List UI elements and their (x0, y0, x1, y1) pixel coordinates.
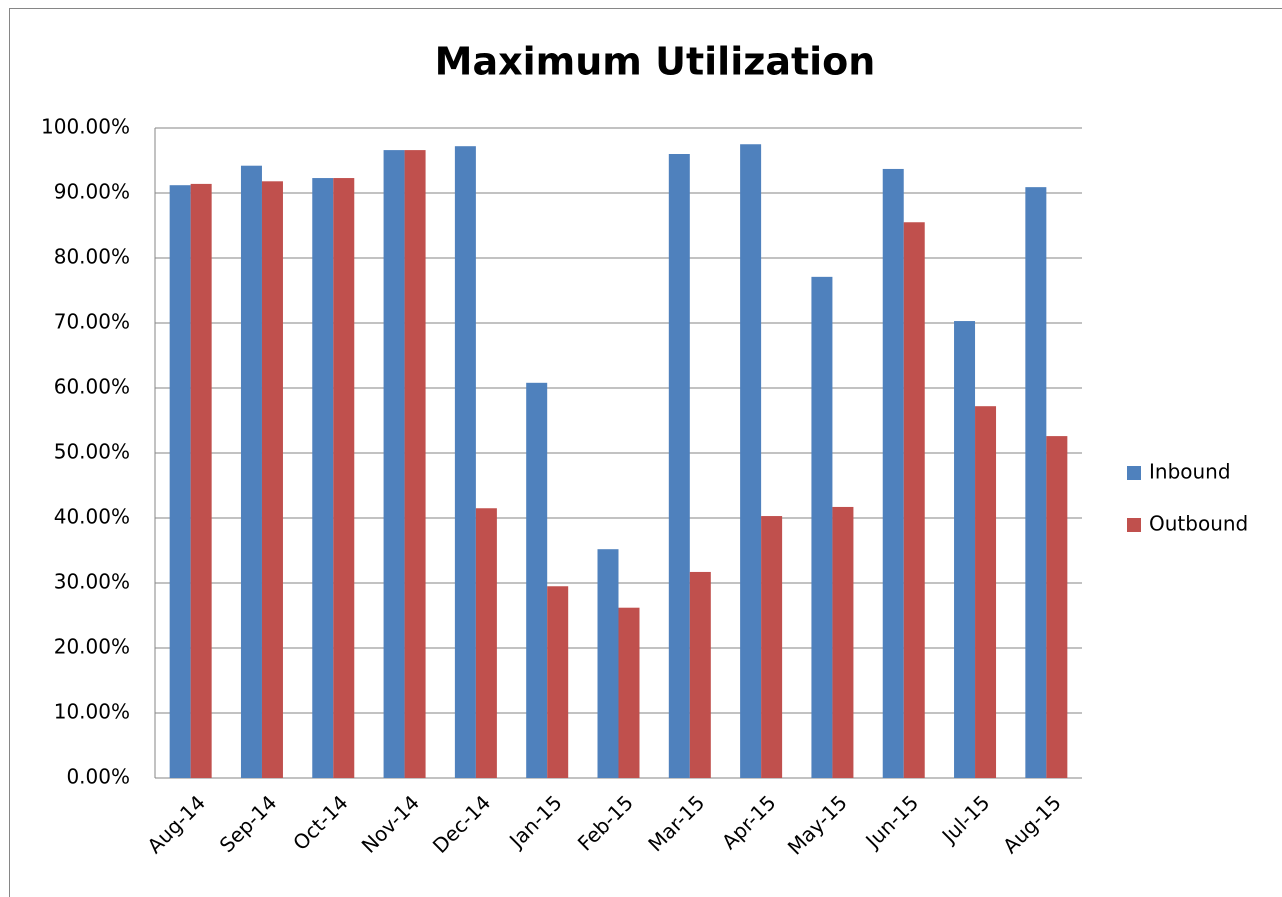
legend-swatch (1127, 466, 1141, 480)
y-tick-label: 10.00% (54, 700, 130, 724)
y-tick-label: 60.00% (54, 375, 130, 399)
bar (954, 321, 976, 778)
legend-label: Inbound (1149, 460, 1231, 484)
bar (383, 150, 405, 779)
bar (975, 406, 997, 778)
bar (811, 276, 833, 778)
bar (618, 607, 640, 778)
y-tick-label: 50.00% (54, 440, 130, 464)
y-tick-label: 40.00% (54, 505, 130, 529)
chart-title: Maximum Utilization (435, 40, 876, 84)
legend-swatch (1127, 518, 1141, 532)
y-tick-label: 100.00% (41, 115, 130, 139)
bar (668, 154, 690, 778)
bar (454, 146, 476, 778)
bar (526, 382, 548, 778)
bar (903, 222, 925, 778)
y-tick-label: 70.00% (54, 310, 130, 334)
bar (475, 508, 497, 778)
y-tick-label: 90.00% (54, 180, 130, 204)
bar (333, 178, 355, 779)
bar (1025, 187, 1047, 778)
y-tick-label: 80.00% (54, 245, 130, 269)
bar (740, 144, 762, 778)
bar (832, 506, 854, 778)
bar (1046, 436, 1068, 778)
y-tick-label: 30.00% (54, 570, 130, 594)
bar (547, 586, 569, 778)
bar (312, 178, 334, 779)
legend-label: Outbound (1149, 512, 1248, 536)
y-tick-label: 0.00% (66, 765, 130, 789)
bar (240, 165, 262, 778)
bar (597, 549, 619, 778)
bar (882, 168, 904, 778)
bar (689, 571, 711, 778)
bar (261, 181, 283, 779)
bar (404, 150, 426, 779)
bar (190, 183, 212, 778)
bar (169, 185, 191, 778)
bar (761, 516, 783, 778)
y-tick-label: 20.00% (54, 635, 130, 659)
